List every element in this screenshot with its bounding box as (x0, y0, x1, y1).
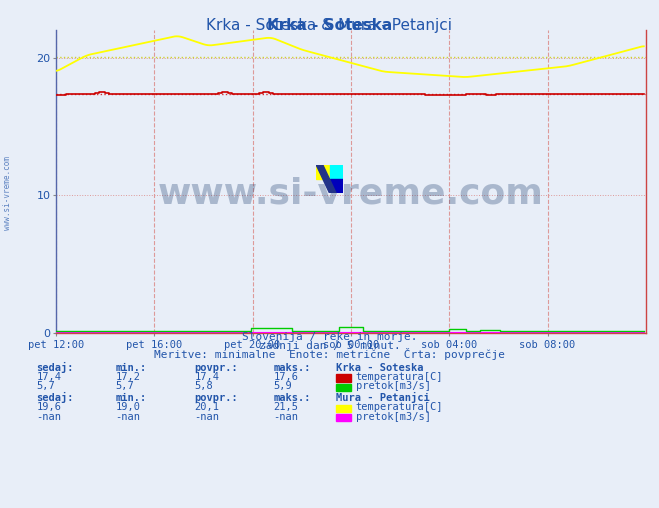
Text: 19,6: 19,6 (36, 402, 61, 412)
Polygon shape (316, 165, 336, 193)
Text: 5,9: 5,9 (273, 381, 292, 391)
Text: -nan: -nan (273, 411, 299, 422)
Text: Krka - Soteska: Krka - Soteska (336, 363, 424, 373)
Bar (316, 165, 330, 179)
Text: min.:: min.: (115, 363, 146, 373)
Text: maks.:: maks.: (273, 363, 311, 373)
Text: sedaj:: sedaj: (36, 362, 74, 373)
Text: sedaj:: sedaj: (36, 392, 74, 403)
Text: 5,7: 5,7 (115, 381, 134, 391)
Bar (330, 179, 343, 193)
Text: 5,7: 5,7 (36, 381, 55, 391)
Text: Mura - Petanjci: Mura - Petanjci (336, 392, 430, 403)
Bar (330, 165, 343, 179)
Text: 17,4: 17,4 (194, 372, 219, 382)
Text: www.si-vreme.com: www.si-vreme.com (3, 156, 13, 230)
Text: Slovenija / reke in morje.: Slovenija / reke in morje. (242, 332, 417, 342)
Text: 17,2: 17,2 (115, 372, 140, 382)
Text: pretok[m3/s]: pretok[m3/s] (356, 381, 431, 391)
Text: 20,1: 20,1 (194, 402, 219, 412)
Text: 19,0: 19,0 (115, 402, 140, 412)
Text: 5,8: 5,8 (194, 381, 213, 391)
Text: Krka - Soteska & Mura - Petanjci: Krka - Soteska & Mura - Petanjci (206, 18, 453, 33)
Text: temperatura[C]: temperatura[C] (356, 402, 444, 412)
Text: povpr.:: povpr.: (194, 393, 238, 403)
Text: 17,4: 17,4 (36, 372, 61, 382)
Text: zadnji dan / 5 minut.: zadnji dan / 5 minut. (258, 341, 401, 351)
Text: povpr.:: povpr.: (194, 363, 238, 373)
Text: -nan: -nan (115, 411, 140, 422)
Text: min.:: min.: (115, 393, 146, 403)
Text: maks.:: maks.: (273, 393, 311, 403)
Text: pretok[m3/s]: pretok[m3/s] (356, 411, 431, 422)
Text: -nan: -nan (36, 411, 61, 422)
Text: Krka - Soteska: Krka - Soteska (267, 18, 392, 33)
Text: Meritve: minimalne  Enote: metrične  Črta: povprečje: Meritve: minimalne Enote: metrične Črta:… (154, 347, 505, 360)
Text: -nan: -nan (194, 411, 219, 422)
Text: www.si-vreme.com: www.si-vreme.com (158, 177, 544, 211)
Text: temperatura[C]: temperatura[C] (356, 372, 444, 382)
Text: 21,5: 21,5 (273, 402, 299, 412)
Text: 17,6: 17,6 (273, 372, 299, 382)
